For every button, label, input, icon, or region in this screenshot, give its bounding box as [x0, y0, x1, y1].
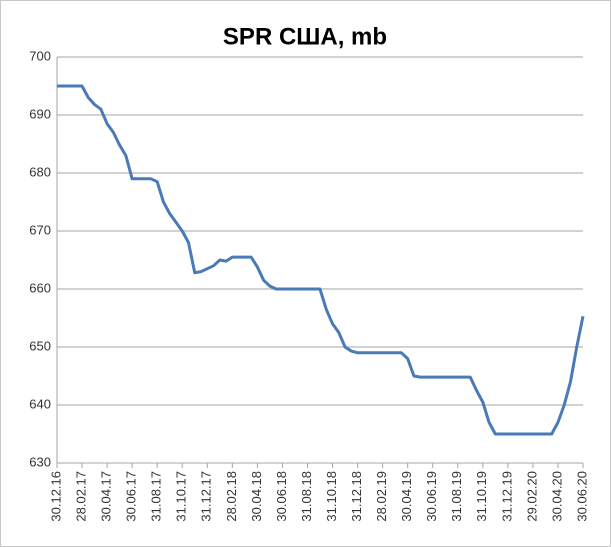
y-tick-label: 670 [29, 222, 51, 237]
x-tick-label: 30.04.20 [549, 471, 564, 522]
x-tick-label: 31.10.18 [324, 471, 339, 522]
y-tick-label: 690 [29, 106, 51, 121]
y-tick-label: 640 [29, 396, 51, 411]
x-tick-label: 28.02.17 [73, 471, 88, 522]
x-tick-label: 30.06.19 [424, 471, 439, 522]
x-tick-label: 31.08.19 [449, 471, 464, 522]
x-tick-label: 30.04.17 [99, 471, 114, 522]
chart-title: SPR США, mb [223, 23, 387, 50]
y-tick-label: 660 [29, 280, 51, 295]
x-tick-label: 31.08.18 [299, 471, 314, 522]
x-tick-label: 30.04.18 [249, 471, 264, 522]
x-tick-label: 29.02.20 [524, 471, 539, 522]
x-tick-label: 31.12.17 [199, 471, 214, 522]
y-tick-label: 680 [29, 164, 51, 179]
x-tick-label: 30.06.20 [574, 471, 589, 522]
y-tick-label: 700 [29, 48, 51, 63]
x-tick-label: 31.10.19 [474, 471, 489, 522]
x-tick-label: 30.06.18 [274, 471, 289, 522]
y-tick-label: 630 [29, 454, 51, 469]
x-tick-label: 28.02.19 [374, 471, 389, 522]
x-tick-label: 28.02.18 [224, 471, 239, 522]
x-tick-label: 30.04.19 [399, 471, 414, 522]
x-tick-label: 31.08.17 [149, 471, 164, 522]
y-tick-label: 650 [29, 338, 51, 353]
x-tick-label: 31.12.19 [499, 471, 514, 522]
x-tick-label: 31.10.17 [174, 471, 189, 522]
x-tick-label: 30.06.17 [124, 471, 139, 522]
data-line [57, 84, 585, 436]
x-tick-label: 31.12.18 [349, 471, 364, 522]
x-tick-label: 30.12.16 [48, 471, 63, 522]
